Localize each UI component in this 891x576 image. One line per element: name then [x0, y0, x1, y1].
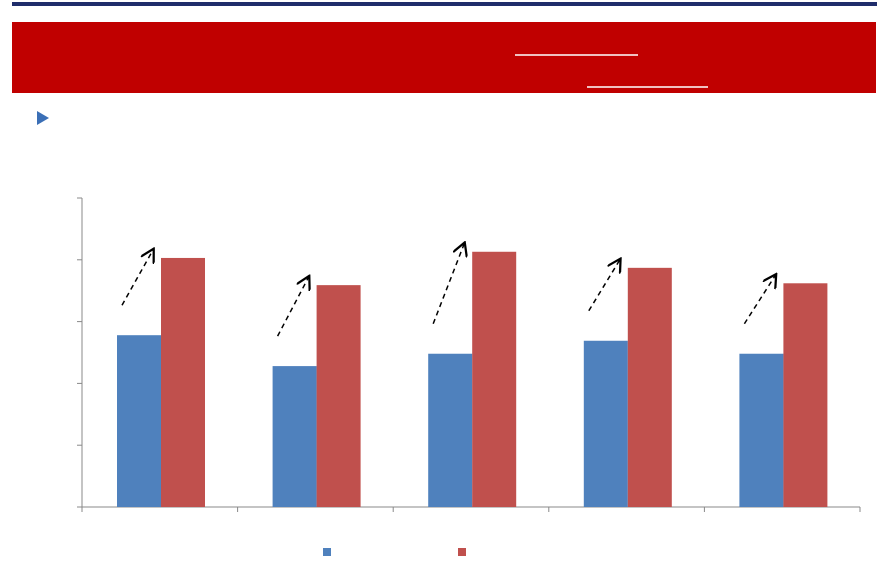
bar [739, 353, 784, 507]
bar [472, 251, 517, 507]
trend-arrow [588, 260, 620, 312]
bar [428, 353, 473, 507]
bullet [37, 111, 49, 125]
trend-arrow [743, 275, 775, 325]
bar [316, 285, 361, 507]
bar [783, 283, 828, 507]
bar [272, 366, 317, 507]
bar [161, 257, 205, 507]
header-banner [12, 22, 876, 93]
trend-arrow [121, 250, 153, 306]
trend-arrow [276, 277, 309, 337]
plot [77, 197, 861, 512]
legend-swatch [323, 548, 331, 556]
bar [117, 335, 161, 507]
legend-swatch [458, 548, 466, 556]
top-rule [12, 2, 877, 6]
bar [627, 267, 672, 507]
bar [583, 340, 628, 507]
